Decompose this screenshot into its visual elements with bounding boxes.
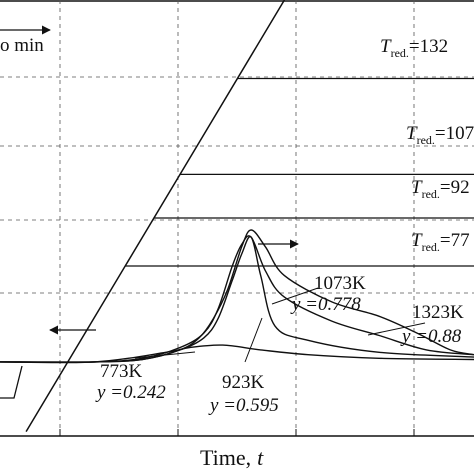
x-ticks bbox=[59, 429, 415, 436]
curve-label-773-y: y =0.242 bbox=[95, 382, 166, 403]
temperature-profile bbox=[25, 0, 474, 432]
x-axis-label: Time, t bbox=[200, 445, 264, 470]
curve-label-1073-temp: 1073K bbox=[314, 273, 366, 294]
label-pointer-923 bbox=[244, 317, 263, 363]
temp-label-1: Tred.=132 bbox=[380, 36, 448, 60]
label-pointer-1323 bbox=[367, 322, 426, 336]
curve-1073K bbox=[0, 235, 474, 363]
temp-label-3: Tred.=92 bbox=[411, 177, 470, 201]
temp-label-2: Tred.=107 bbox=[406, 123, 474, 147]
curve-label-1323-temp: 1323K bbox=[412, 302, 464, 323]
curve-label-923-y: y =0.595 bbox=[208, 395, 279, 416]
label-pointer-773 bbox=[134, 351, 196, 359]
top-annotation: o min bbox=[0, 35, 44, 56]
curve-1323K bbox=[0, 229, 474, 363]
curve-label-1323-y: y =0.88 bbox=[400, 326, 462, 347]
baseline-step bbox=[0, 365, 23, 399]
label-pointer-1073 bbox=[271, 287, 319, 305]
temp-label-4: Tred.=77 bbox=[411, 230, 470, 254]
curve-label-773-temp: 773K bbox=[100, 361, 143, 382]
curves bbox=[0, 229, 474, 364]
temperature-ramp bbox=[25, 0, 286, 432]
curve-label-923-temp: 923K bbox=[222, 372, 265, 393]
curve-label-1073-y: y =0.778 bbox=[290, 294, 361, 315]
